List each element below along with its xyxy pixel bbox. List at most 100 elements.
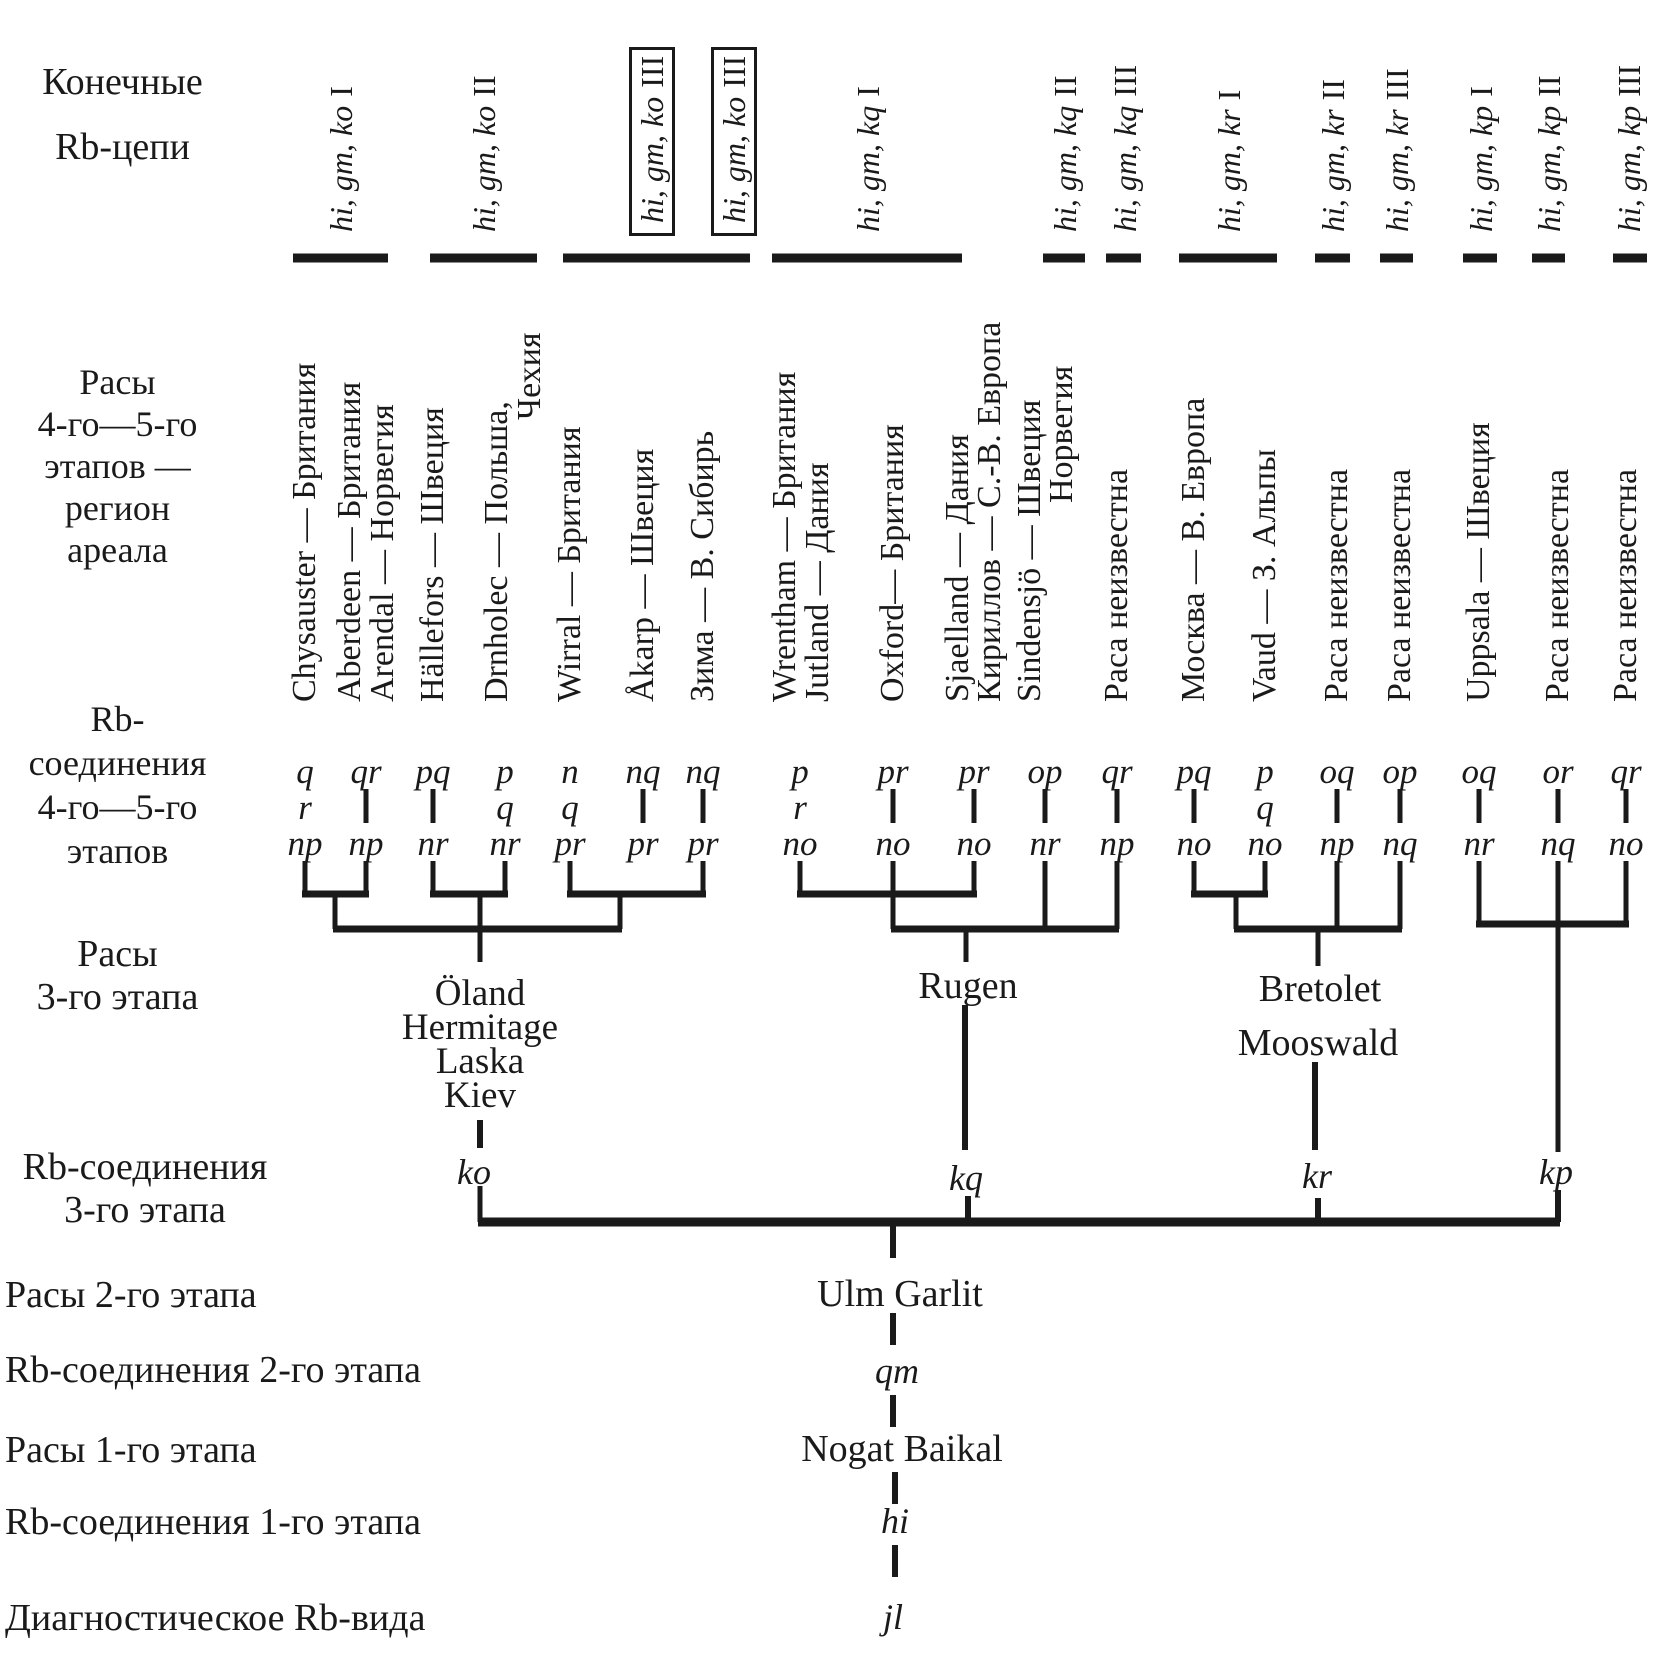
chain-label: hi, gm, ko II [465,75,503,232]
race-label: Раса неизвестна [1381,468,1418,702]
compound-stack: pq no [1149,754,1239,862]
chain-label-boxed: hi, gm, ko III [629,46,675,236]
chain-compounds: hi, gm, ko [466,105,502,232]
compound-stack: qr np [321,754,411,862]
compound-top: q [296,752,314,791]
compound-top: p [791,752,809,791]
compound-stack: op nq [1355,754,1445,862]
compound-bottom: nq [1382,824,1418,863]
race-label: Arendal — Норвегия [364,404,401,702]
chain-compounds: hi, gm, kp [1531,105,1567,232]
chain-numeral: II [466,75,502,97]
chain-numeral: III [1379,68,1415,101]
stage3-compound-kp: kp [1539,1152,1573,1192]
compound-bottom: no [782,824,818,863]
stage2-compound: qm [875,1351,919,1391]
compound-bottom: no [956,824,992,863]
race-label: Кириллов — С.-В. Европа [971,321,1008,702]
race-label: Раса неизвестна [1098,468,1135,702]
race-label-line2: Чехия [511,332,548,420]
compound-bottom: np [348,824,384,863]
compound-top: oq [1461,752,1497,791]
chain-numeral: I [323,86,359,97]
chain-compounds: hi, gm, kq [1107,105,1143,232]
chain-label: hi, gm, kq III [1106,65,1144,232]
compound-bottom: np [1099,824,1135,863]
compound-bottom: no [1247,824,1283,863]
compound-top: or [1542,752,1574,791]
compound-top: p [496,752,514,791]
chain-numeral: III [634,55,670,88]
race-label: Зима — В. Сибирь [684,430,721,702]
chain-compounds: hi, gm, ko [323,105,359,232]
stage3-compound-kr: kr [1302,1156,1332,1196]
race-label: Раса неизвестна [1607,468,1644,702]
compound-top: qr [1101,752,1133,791]
stage3-race-kr-line2: Mooswald [1237,1022,1399,1064]
race-label: Hällefors — Швеция [414,407,451,702]
race-label: Раса неизвестна [1318,468,1355,702]
chain-label: hi, gm, kp III [1610,65,1648,232]
row-label-rb-2: Rb-соединения 2-го этапа [5,1349,421,1391]
stage2-race: Ulm Garlit [817,1273,983,1315]
chain-numeral: II [1047,75,1083,97]
compound-top: qr [1610,752,1642,791]
chain-compounds: hi, gm, kq [850,105,886,232]
row-label-races-3: Расы 3-го этапа [36,933,199,1018]
compound-bottom: np [1319,824,1355,863]
row-label-races-2: Расы 2-го этапа [5,1274,257,1316]
chain-numeral: III [1611,64,1647,97]
race-label: Åkarp — Швеция [624,448,661,702]
compound-mid [658,790,748,826]
chain-compounds: hi, gm, kp [1463,105,1499,232]
row-label-races-4-5: Расы 4-го—5-го этапов — регион ареала [37,362,198,570]
chain-numeral: I [1211,89,1247,101]
compound-bottom: pr [687,824,719,863]
compound-top: qr [350,752,382,791]
compound-bottom: nr [1029,824,1061,863]
chain-label: hi, gm, kr III [1378,68,1416,232]
compound-mid: r [793,788,807,827]
row-label-rb-3: Rb-соединения 3-го этапа [22,1146,268,1231]
chain-numeral: III [716,55,752,88]
compound-top: pr [877,752,909,791]
compound-top: p [1256,752,1274,791]
stage3-race-kq: Rugen [918,965,1018,1007]
chain-numeral: III [1107,64,1143,97]
chain-compounds: hi, gm, kr [1315,109,1351,232]
compound-top: oq [1319,752,1355,791]
stage3-race-group-ko: Öland Hermitage Laska Kiev [401,973,559,1116]
race-label: Drnholec — Польша, [478,401,515,702]
race-label: Москва — В. Европа [1175,397,1212,702]
compound-bottom: nr [417,824,449,863]
row-label-rb-4-5: Rb- соединения 4-го—5-го этапов [28,699,207,871]
compound-mid [848,790,938,826]
compound-stack: qr no [1581,754,1656,862]
compound-bottom: nq [1540,824,1576,863]
chain-numeral: I [850,86,886,97]
race-label: Aberdeen — Британия [331,381,368,702]
compound-bottom: pr [554,824,586,863]
chain-numeral: II [1531,75,1567,97]
compound-top: pq [1176,752,1212,791]
chain-label: hi, gm, kr I [1210,90,1248,232]
chain-label: hi, gm, kr II [1314,79,1352,232]
compound-bottom: no [1176,824,1212,863]
compound-mid [1434,790,1524,826]
race-label-line2: Норвегия [1043,365,1080,503]
chain-label: hi, gm, kq II [1046,75,1084,232]
race-label: Раса неизвестна [1539,468,1576,702]
chain-label: hi, gm, kp II [1530,75,1568,232]
chain-label: hi, gm, kq I [849,86,887,232]
compound-mid: q [1256,788,1274,827]
diagnostic-compound: jl [882,1597,904,1637]
